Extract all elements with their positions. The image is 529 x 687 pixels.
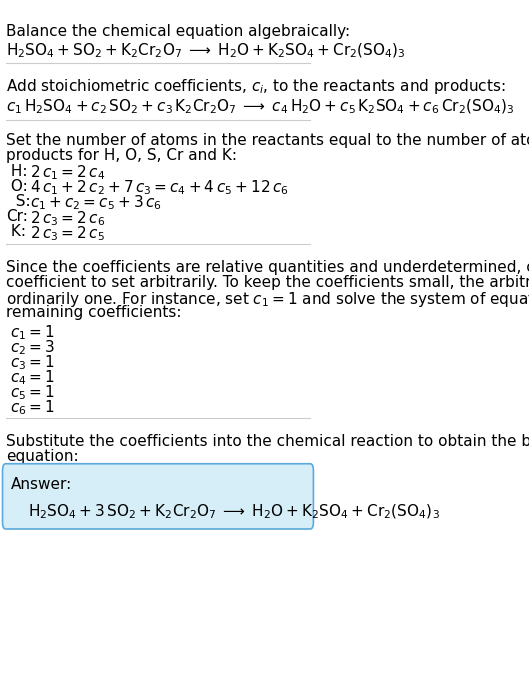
Text: $2\,c_3 = 2\,c_5$: $2\,c_3 = 2\,c_5$ — [30, 224, 105, 243]
Text: $c_4 = 1$: $c_4 = 1$ — [10, 368, 54, 387]
Text: $2\,c_3 = 2\,c_6$: $2\,c_3 = 2\,c_6$ — [30, 209, 105, 227]
Text: equation:: equation: — [6, 449, 78, 464]
Text: $c_3 = 1$: $c_3 = 1$ — [10, 353, 54, 372]
Text: S:: S: — [6, 194, 30, 209]
Text: Since the coefficients are relative quantities and underdetermined, choose a: Since the coefficients are relative quan… — [6, 260, 529, 275]
Text: $2\,c_1 = 2\,c_4$: $2\,c_1 = 2\,c_4$ — [30, 164, 105, 182]
Text: $4\,c_1 + 2\,c_2 + 7\,c_3 = c_4 + 4\,c_5 + 12\,c_6$: $4\,c_1 + 2\,c_2 + 7\,c_3 = c_4 + 4\,c_5… — [30, 179, 289, 197]
Text: $c_6 = 1$: $c_6 = 1$ — [10, 398, 54, 417]
Text: $\mathregular{H_2SO_4 + SO_2 + K_2Cr_2O_7 \;\longrightarrow\; H_2O + K_2SO_4 + C: $\mathregular{H_2SO_4 + SO_2 + K_2Cr_2O_… — [6, 41, 405, 60]
Text: Add stoichiometric coefficients, $c_i$, to the reactants and products:: Add stoichiometric coefficients, $c_i$, … — [6, 77, 505, 96]
Text: remaining coefficients:: remaining coefficients: — [6, 305, 181, 320]
Text: Answer:: Answer: — [11, 477, 72, 493]
Text: coefficient to set arbitrarily. To keep the coefficients small, the arbitrary va: coefficient to set arbitrarily. To keep … — [6, 275, 529, 290]
Text: products for H, O, S, Cr and K:: products for H, O, S, Cr and K: — [6, 148, 236, 164]
Text: Cr:: Cr: — [6, 209, 28, 224]
Text: $c_1\, \mathregular{H_2SO_4} + c_2\, \mathregular{SO_2} + c_3\, \mathregular{K_2: $c_1\, \mathregular{H_2SO_4} + c_2\, \ma… — [6, 98, 514, 116]
Text: $c_1 + c_2 = c_5 + 3\,c_6$: $c_1 + c_2 = c_5 + 3\,c_6$ — [30, 194, 162, 212]
Text: O:: O: — [6, 179, 28, 194]
Text: $c_2 = 3$: $c_2 = 3$ — [10, 338, 55, 357]
Text: Set the number of atoms in the reactants equal to the number of atoms in the: Set the number of atoms in the reactants… — [6, 133, 529, 148]
Text: Substitute the coefficients into the chemical reaction to obtain the balanced: Substitute the coefficients into the che… — [6, 434, 529, 449]
Text: $\mathregular{H_2SO_4} + 3\,\mathregular{SO_2} + \mathregular{K_2Cr_2O_7} \;\lon: $\mathregular{H_2SO_4} + 3\,\mathregular… — [29, 503, 440, 521]
Text: Balance the chemical equation algebraically:: Balance the chemical equation algebraica… — [6, 24, 350, 39]
Text: H:: H: — [6, 164, 27, 179]
Text: $c_1 = 1$: $c_1 = 1$ — [10, 323, 54, 341]
Text: $c_5 = 1$: $c_5 = 1$ — [10, 383, 54, 402]
Text: ordinarily one. For instance, set $c_1 = 1$ and solve the system of equations fo: ordinarily one. For instance, set $c_1 =… — [6, 290, 529, 309]
FancyBboxPatch shape — [3, 464, 313, 529]
Text: K:: K: — [6, 224, 26, 239]
